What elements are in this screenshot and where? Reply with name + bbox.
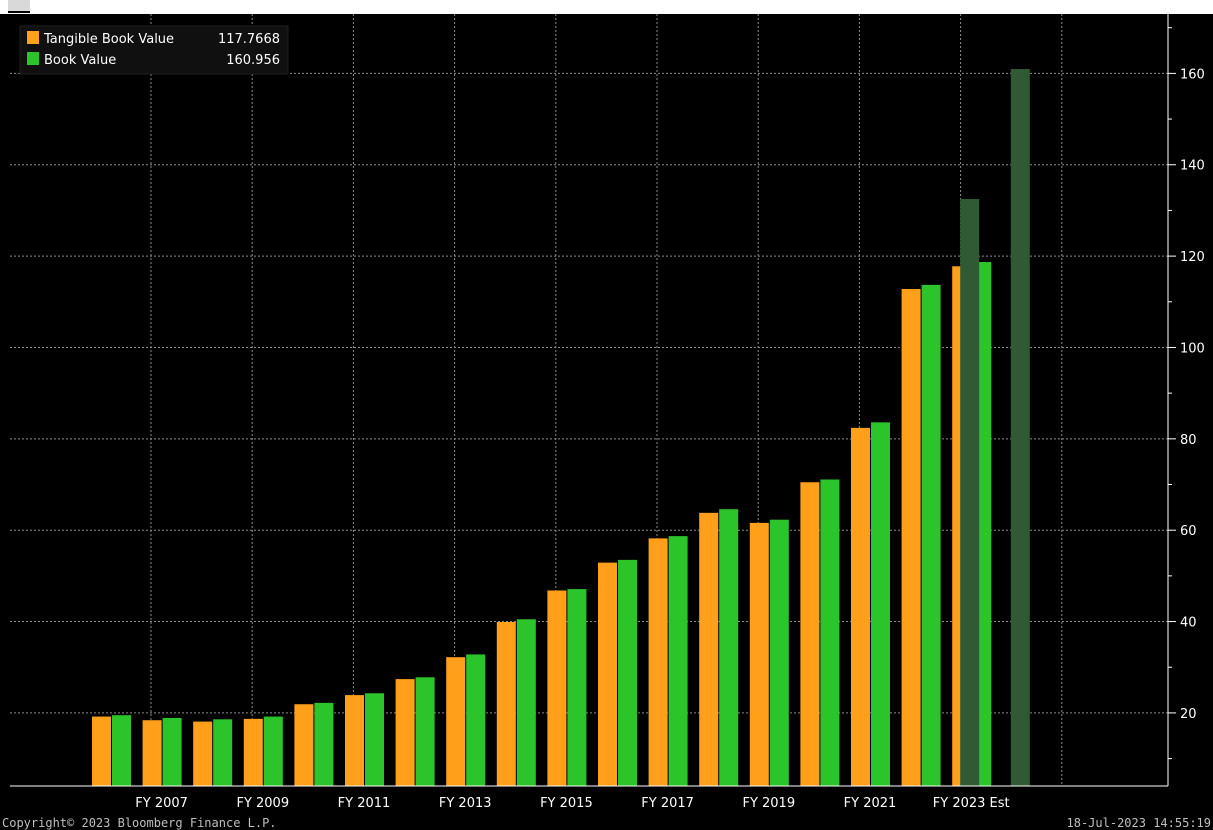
bar-book-value-fy-2009 (263, 716, 283, 786)
copyright-text: Copyright© 2023 Bloomberg Finance L.P. (2, 816, 277, 830)
legend-value-tangible: 117.7668 (218, 32, 280, 47)
y-tick-label: 20 (1180, 707, 1197, 722)
menu-tab[interactable] (8, 0, 30, 13)
bar-book-value-fy-2014 (516, 619, 536, 786)
bar-book-value-fy-2013 (466, 654, 486, 786)
bar-tangible-book-value-fy-2006 (92, 716, 111, 786)
x-tick-label: FY 2023 Est (933, 796, 1010, 811)
bar-tangible-book-value-fy-2016 (598, 562, 617, 786)
bar-book-value-fy-2010 (314, 702, 334, 786)
bar-tangible-book-value-fy-2007 (142, 720, 162, 786)
x-tick-label: FY 2011 (338, 796, 391, 811)
bar-book-value-estimate--fy-2024-est (1010, 69, 1030, 786)
bar-tangible-book-value-fy-2011 (345, 695, 364, 786)
bar-book-value-fy-2019 (769, 519, 789, 786)
bar-book-value-fy-2017 (668, 536, 688, 786)
top-bar (0, 0, 1213, 14)
bar-tangible-book-value-fy-2012 (395, 679, 415, 786)
y-tick-label: 140 (1180, 159, 1205, 174)
bar-book-value-fy-2015 (567, 589, 587, 786)
x-tick-label: FY 2007 (135, 796, 188, 811)
x-tick-label: FY 2017 (641, 796, 694, 811)
x-tick-label: FY 2015 (540, 796, 593, 811)
y-axis: 20 40 60 80 100 120 140 160 (10, 14, 1205, 787)
bar-tangible-book-value-fy-2010 (294, 704, 314, 786)
x-tick-label: FY 2009 (236, 796, 289, 811)
bar-tangible-book-value-fy-2022 (901, 288, 921, 786)
y-tick-label: 60 (1180, 524, 1197, 539)
bar-tangible-book-value-fy-2009 (243, 718, 263, 786)
grid-lines (10, 14, 1168, 786)
legend-value-book: 160.956 (226, 53, 280, 68)
legend: Tangible Book Value 117.7668 Book Value … (19, 25, 289, 75)
x-tick-label: FY 2019 (742, 796, 795, 811)
legend-background (19, 25, 289, 75)
bar-tangible-book-value-fy-2021 (851, 427, 870, 786)
y-tick-label: 120 (1180, 250, 1205, 265)
bar-book-value-fy-2022 (921, 284, 941, 786)
x-tick-label: FY 2013 (439, 796, 492, 811)
bar-tangible-book-value-fy-2014 (496, 622, 516, 786)
bar-book-value-fy-2021 (871, 422, 890, 786)
bar-book-value-fy-2011 (365, 693, 384, 786)
y-tick-label: 160 (1180, 67, 1205, 82)
bar-book-value-fy-2016 (618, 559, 637, 786)
x-tick-label: FY 2021 (844, 796, 897, 811)
x-axis-ticks: FY 2007 FY 2009 FY 2011 FY 2013 FY 2015 FY 20… (135, 796, 1009, 811)
bar-tangible-book-value-fy-2008 (193, 721, 213, 786)
bar-tangible-book-value-fy-2019 (749, 522, 769, 786)
bar-tangible-book-value-fy-2018 (699, 512, 719, 786)
bar-book-value-fy-2012 (415, 677, 435, 786)
bar-book-value-fy-2007 (162, 717, 182, 786)
legend-swatch-book (27, 52, 39, 65)
bar-book-value-fy-2006 (112, 715, 131, 786)
timestamp-text: 18-Jul-2023 14:55:19 (1067, 816, 1212, 830)
bar-book-value-fy-2008 (213, 719, 233, 786)
bar-book-value-fy-2020 (820, 479, 840, 786)
bar-tangible-book-value-fy-2017 (648, 538, 668, 786)
y-tick-label: 40 (1180, 616, 1197, 631)
bar-tangible-book-value-fy-2013 (446, 657, 466, 786)
y-tick-label: 100 (1180, 341, 1205, 356)
legend-label-tangible: Tangible Book Value (43, 32, 174, 47)
bar-tangible-book-value-fy-2015 (547, 590, 567, 786)
bar-tangible-book-value-fy-2020 (800, 482, 820, 786)
legend-swatch-tangible (27, 31, 39, 44)
y-tick-label: 80 (1180, 433, 1197, 448)
legend-label-book: Book Value (44, 53, 116, 68)
bar-book-value-fy-2018 (719, 509, 739, 786)
bar-book-value-estimate--fy-2023-est (960, 199, 980, 786)
bars (92, 69, 1030, 787)
